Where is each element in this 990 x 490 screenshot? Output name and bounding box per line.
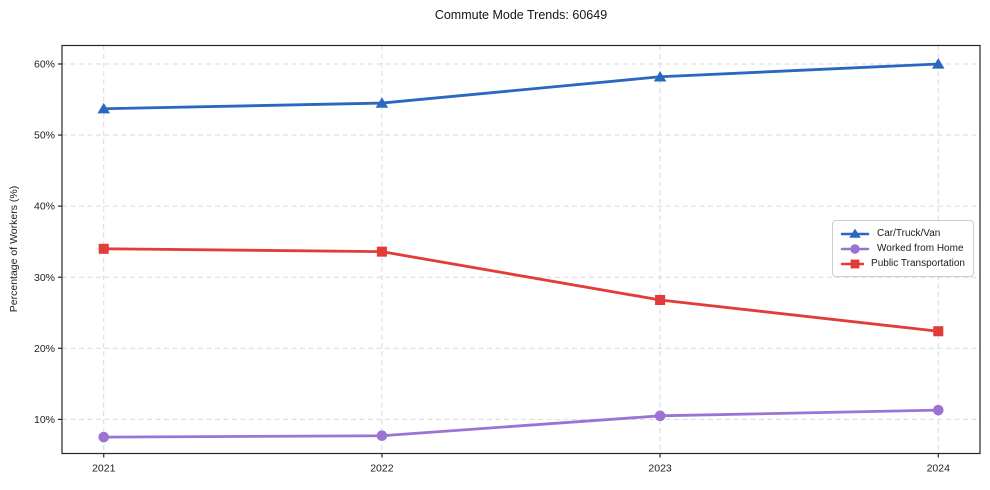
data-point-triangle (932, 58, 945, 69)
data-point-square (376, 246, 387, 257)
x-tick-label: 2023 (648, 463, 672, 475)
legend-label: Public Transportation (871, 258, 965, 269)
y-tick-label: 50% (34, 130, 55, 142)
data-point-circle (932, 404, 944, 416)
legend: Car/Truck/Van Worked from Home Public Tr… (832, 220, 974, 277)
data-point-square (933, 326, 944, 337)
y-tick-label: 30% (34, 272, 55, 284)
y-tick-label: 60% (34, 59, 55, 71)
data-point-circle (376, 430, 388, 442)
y-tick-label: 20% (34, 343, 55, 355)
legend-label: Worked from Home (877, 243, 964, 254)
x-tick-label: 2021 (92, 463, 116, 475)
line-square-marker-icon (840, 259, 865, 268)
data-point-triangle (653, 70, 667, 82)
y-tick-label: 10% (34, 414, 55, 426)
legend-item-public-transportation: Public Transportation (840, 256, 965, 271)
data-point-circle (98, 431, 110, 443)
legend-label: Car/Truck/Van (877, 228, 941, 239)
legend-item-car-truck-van: Car/Truck/Van (840, 226, 965, 241)
line-triangle-marker-icon (840, 228, 870, 238)
data-point-square (98, 243, 109, 254)
series-line-public-transportation (102, 247, 940, 333)
y-axis-label: Percentage of Workers (%) (8, 185, 20, 313)
data-point-circle (654, 410, 666, 422)
chart-title: Commute Mode Trends: 60649 (434, 8, 608, 22)
series-line-car-truck-van (102, 62, 940, 111)
series-line-worked-from-home (102, 408, 940, 439)
line-circle-marker-icon (840, 243, 870, 254)
x-tick-label: 2024 (927, 463, 951, 475)
data-point-square (655, 294, 666, 306)
y-tick-label: 40% (34, 201, 55, 213)
x-tick-label: 2022 (370, 463, 394, 475)
data-point-triangle (97, 102, 110, 114)
data-point-triangle (375, 97, 389, 108)
legend-item-worked-from-home: Worked from Home (840, 241, 965, 256)
plot-frame (61, 44, 981, 455)
